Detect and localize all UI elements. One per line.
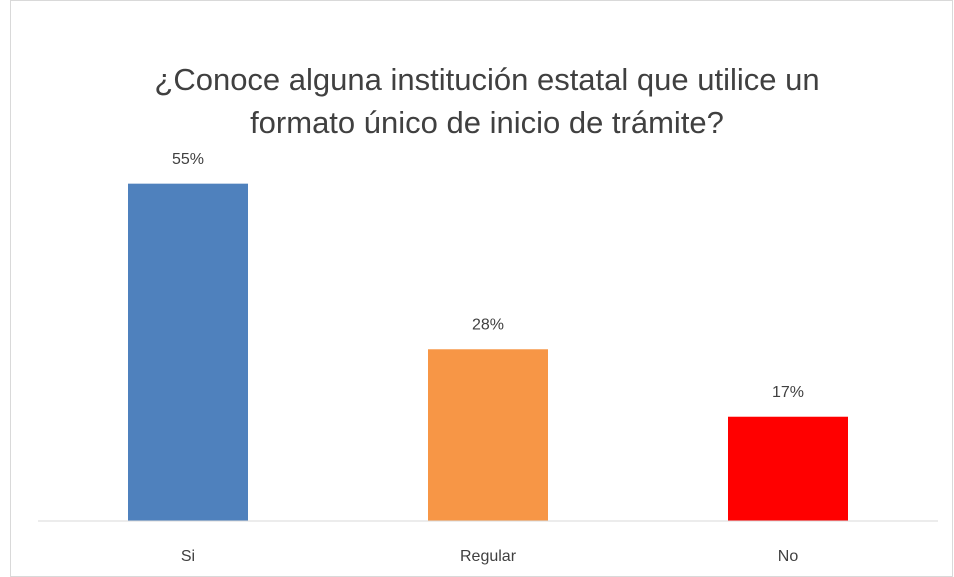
- bar: [128, 183, 248, 521]
- x-tick-label: Regular: [460, 548, 517, 565]
- chart-title: ¿Conoce alguna institución estatal que u…: [154, 62, 820, 140]
- data-label: 28%: [472, 316, 504, 333]
- data-label: 55%: [172, 151, 204, 168]
- x-tick-label: No: [778, 548, 799, 565]
- bar: [428, 349, 548, 521]
- x-tick-label: Si: [181, 548, 195, 565]
- data-label: 17%: [772, 384, 804, 401]
- bar: [728, 416, 848, 521]
